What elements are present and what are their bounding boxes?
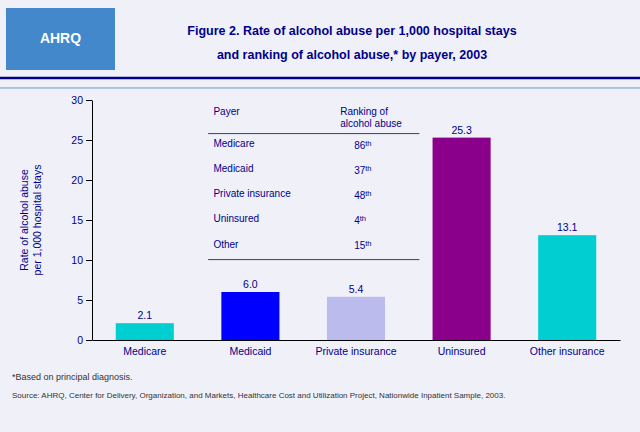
bar (433, 138, 491, 340)
tick-mark (86, 300, 92, 301)
table-cell: 15th (354, 239, 371, 251)
tick: Medicaid (229, 345, 271, 357)
data-label: 5.4 (349, 283, 364, 295)
table-rule (208, 259, 419, 260)
data-label: 13.1 (557, 221, 578, 233)
table-cell: Private insurance (213, 188, 291, 199)
table-cell: Other (213, 239, 239, 250)
tick: 25 (71, 134, 92, 146)
tick: Medicare (123, 345, 166, 357)
table: Payer Ranking ofalcohol abuse Medicare 86th… (208, 107, 419, 260)
bar (116, 323, 174, 340)
bar (538, 235, 596, 340)
tick-label: Uninsured (438, 345, 486, 357)
tick-label: 25 (71, 134, 83, 146)
bar (327, 297, 385, 340)
table-cell: 37th (354, 164, 371, 176)
tick: 5 (77, 294, 92, 306)
data-label: 25.3 (451, 124, 472, 136)
table-cell: 4th (354, 214, 366, 226)
tick-label: 0 (77, 334, 83, 346)
data-label: 2.1 (137, 309, 152, 321)
tick-label: 5 (77, 294, 83, 306)
chart: AHRQ Figure 2. Rate of alcohol abuse per … (0, 0, 640, 432)
tick: 30 (71, 94, 92, 106)
table-cell: 48th (354, 189, 371, 201)
table-cell: Medicaid (213, 163, 253, 174)
subtitle: and ranking of alcohol abuse,* by payer,… (217, 48, 487, 62)
tick: Private insurance (315, 345, 396, 357)
tick-mark (86, 260, 92, 261)
y-axis: 0 5 10 15 20 25 30 (71, 94, 92, 346)
tick: Uninsured (438, 345, 486, 357)
tick-mark (86, 140, 92, 141)
table-header: Ranking ofalcohol abuse (340, 107, 402, 129)
title: Figure 2. Rate of alcohol abuse per 1,00… (187, 24, 516, 38)
data-labels: 2.1 6.0 5.4 25.3 13.1 (137, 124, 577, 322)
table-cell: 86th (354, 139, 371, 151)
x-axis: Medicare Medicaid Private insurance Uninsur… (93, 341, 621, 358)
tick-label: Private insurance (315, 345, 396, 357)
header-rule (0, 88, 640, 89)
tick-mark (86, 180, 92, 181)
header-rule (0, 77, 640, 80)
tick: 0 (77, 334, 92, 346)
tick-label: Medicare (123, 345, 166, 357)
logo-text: AHRQ (40, 30, 81, 46)
footnote: *Based on principal diagnosis. (12, 372, 133, 382)
tick-label: 10 (71, 254, 83, 266)
axis-line (92, 101, 93, 341)
tick: 15 (71, 214, 92, 226)
logo-box (6, 8, 115, 70)
footnote: Source: AHRQ, Center for Delivery, Organ… (12, 391, 505, 400)
tick-mark (86, 220, 92, 221)
table-cell: Uninsured (213, 213, 259, 224)
bar (221, 292, 279, 340)
logo: AHRQ (6, 8, 115, 70)
tick-label: 30 (71, 94, 83, 106)
tick: Other insurance (530, 345, 605, 357)
tick: 10 (71, 254, 92, 266)
tick-label: Other insurance (530, 345, 605, 357)
tick-label: Medicaid (229, 345, 271, 357)
bars (116, 138, 596, 340)
tick-mark (86, 340, 92, 341)
tick-mark (86, 100, 92, 101)
tick-label: 15 (71, 214, 83, 226)
tick-label: 20 (71, 174, 83, 186)
y-axis-title: Rate of alcohol abuseper 1,000 hospital … (18, 165, 43, 276)
tick: 20 (71, 174, 92, 186)
data-label: 6.0 (243, 278, 258, 290)
table-header: Payer (213, 107, 240, 118)
table-cell: Medicare (213, 138, 255, 149)
table-rule (208, 133, 419, 134)
axis-line (93, 340, 621, 341)
